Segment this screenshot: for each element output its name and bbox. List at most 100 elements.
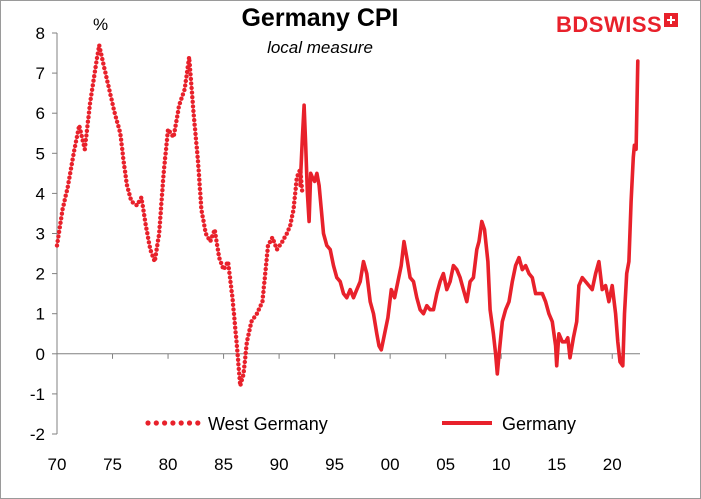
west-germany-point [198, 195, 203, 201]
west-germany-point [244, 341, 249, 346]
west-germany-point [174, 118, 179, 124]
legend-west-germany-dot [170, 420, 176, 426]
west-germany-point [260, 294, 266, 299]
west-germany-point [67, 175, 72, 180]
legend-label: West Germany [208, 414, 328, 434]
west-germany-point [153, 256, 158, 261]
west-germany-point [198, 191, 203, 196]
west-germany-point [140, 203, 145, 209]
west-germany-point [54, 243, 60, 248]
west-germany-point [85, 124, 90, 129]
west-germany-point [222, 265, 227, 270]
west-germany-point [292, 200, 297, 205]
west-germany-point [191, 113, 196, 118]
west-germany-point [88, 96, 93, 102]
legend-west-germany-dot [178, 420, 184, 426]
west-germany-point [62, 198, 67, 203]
y-tick-label: 6 [36, 104, 45, 123]
west-germany-point [176, 105, 181, 110]
west-germany-point [79, 133, 84, 139]
west-germany-point [110, 101, 115, 107]
west-germany-point [228, 284, 234, 289]
west-germany-point [107, 88, 112, 93]
west-germany-point [196, 172, 202, 178]
x-tick-label: 80 [159, 455, 178, 474]
west-germany-point [69, 161, 75, 167]
west-germany-point [142, 212, 147, 218]
west-germany-point [100, 56, 105, 62]
west-germany-point [291, 204, 296, 210]
y-tick-label: 3 [36, 225, 45, 244]
west-germany-point [226, 261, 231, 266]
west-germany-point [123, 174, 128, 179]
west-germany-point [190, 99, 195, 105]
west-germany-point [153, 252, 159, 257]
west-germany-point [238, 382, 243, 387]
x-tick-label: 05 [436, 455, 455, 474]
west-germany-point [227, 270, 232, 275]
west-germany-point [239, 377, 244, 383]
west-germany-point [117, 128, 122, 133]
west-germany-point [93, 64, 98, 70]
west-germany-point [139, 199, 145, 204]
west-germany-point [72, 143, 78, 149]
west-germany-point [243, 355, 248, 360]
west-germany-point [284, 231, 289, 236]
west-germany-point [61, 202, 66, 207]
west-germany-point [83, 142, 88, 147]
west-germany-point [217, 256, 222, 261]
west-germany-point [82, 147, 88, 152]
west-germany-point [290, 209, 296, 214]
west-germany-point [99, 52, 104, 57]
west-germany-point [163, 151, 168, 156]
west-germany-point [159, 192, 165, 197]
west-germany-point [204, 232, 209, 237]
west-germany-point [160, 183, 165, 188]
west-germany-point [102, 65, 107, 71]
x-tick-label: 70 [48, 455, 67, 474]
west-germany-point [84, 133, 89, 138]
west-germany-point [192, 122, 197, 127]
west-germany-point [86, 115, 91, 120]
west-germany-point [154, 247, 159, 252]
y-tick-label: 4 [36, 184, 45, 203]
west-germany-point [145, 231, 150, 236]
west-germany-point [87, 101, 93, 106]
west-germany-point [105, 79, 110, 84]
west-germany-point [190, 104, 196, 109]
west-germany-point [161, 174, 166, 179]
west-germany-point [183, 83, 188, 88]
chart-title: Germany CPI [241, 4, 399, 32]
west-germany-point [74, 134, 80, 140]
west-germany-point [192, 117, 197, 123]
west-germany-point [158, 206, 164, 211]
west-germany-point [292, 195, 297, 201]
west-germany-point [230, 298, 235, 303]
y-tick-label: -1 [30, 385, 45, 404]
west-germany-point [192, 127, 198, 132]
west-germany-point [160, 188, 165, 193]
west-germany-point [265, 248, 270, 253]
west-germany-point [139, 195, 144, 200]
x-tick-label: 95 [325, 455, 344, 474]
legend-west-germany-dot [145, 420, 151, 426]
west-germany-point [56, 229, 62, 235]
west-germany-point [263, 262, 269, 267]
west-germany-point [262, 280, 267, 285]
y-tick-label: 8 [36, 24, 45, 43]
west-germany-point [161, 169, 166, 175]
west-germany-point [120, 146, 125, 152]
west-germany-point [198, 200, 204, 205]
west-germany-point [247, 328, 252, 333]
west-germany-point [245, 337, 250, 342]
x-tick-label: 90 [270, 455, 289, 474]
west-germany-point [64, 189, 70, 194]
west-germany-point [236, 366, 241, 372]
west-germany-point [150, 253, 155, 258]
west-germany-point [141, 208, 146, 213]
west-germany-point [234, 343, 240, 349]
west-germany-point [173, 123, 178, 128]
west-germany-point [171, 132, 177, 137]
west-germany-point [127, 192, 132, 197]
west-germany-point [214, 238, 219, 243]
